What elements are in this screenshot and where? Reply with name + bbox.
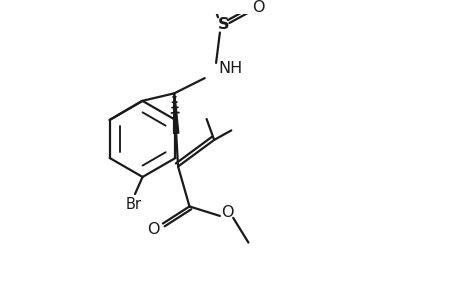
Polygon shape — [173, 93, 179, 134]
Text: NH: NH — [218, 61, 242, 76]
Text: S: S — [218, 17, 229, 32]
Text: O: O — [147, 222, 159, 237]
Text: Br: Br — [125, 197, 141, 212]
Text: O: O — [252, 0, 264, 15]
Text: O: O — [221, 205, 233, 220]
